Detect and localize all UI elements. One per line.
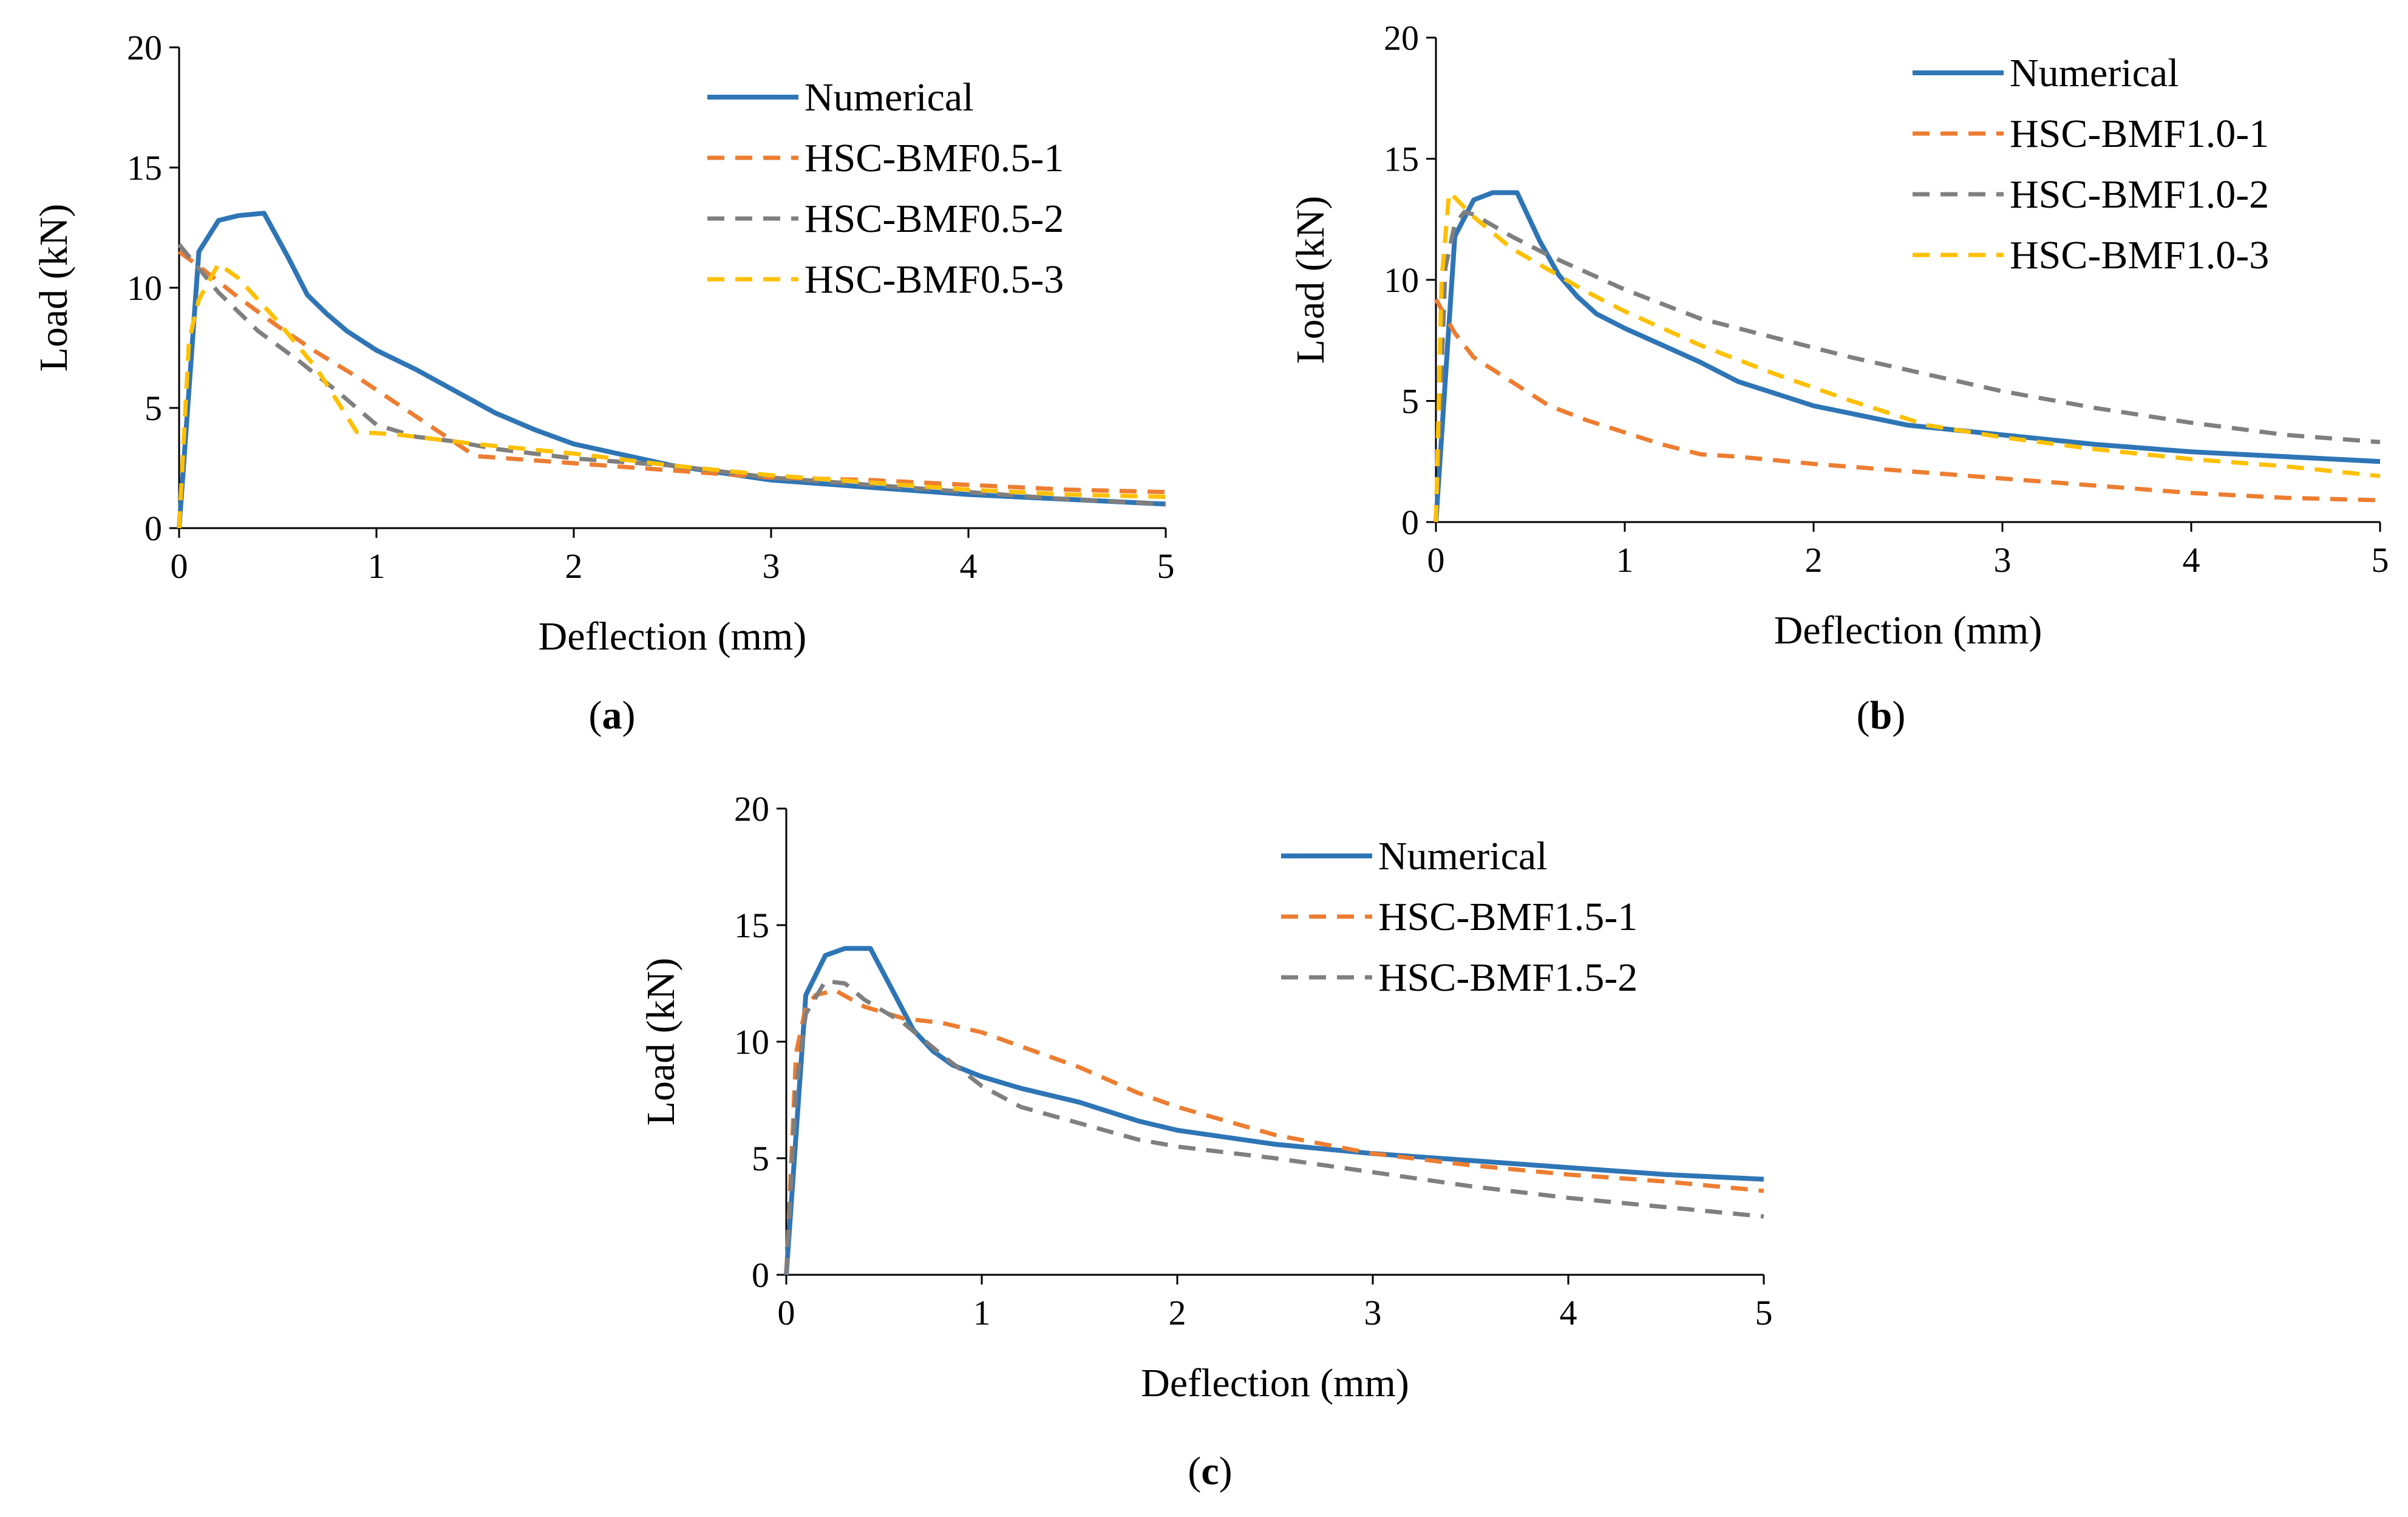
y-tick-label: 15	[127, 148, 162, 188]
legend-label: HSC-BMF0.5-2	[804, 197, 1064, 241]
series-line-numerical	[784, 946, 1764, 1275]
y-tick-label: 0	[752, 1255, 769, 1295]
legend-label: HSC-BMF1.5-2	[1378, 955, 1638, 1000]
panel-caption: (a)	[589, 693, 636, 738]
series-line-hsc-bmf1-0-3	[1434, 190, 2381, 523]
y-tick-label: 15	[1384, 140, 1419, 179]
x-tick-label: 5	[2372, 540, 2389, 580]
series-line-numerical	[177, 211, 1166, 529]
legend-label: HSC-BMF1.0-3	[2010, 233, 2269, 277]
series-line-numerical	[1434, 190, 2381, 523]
y-tick-label: 20	[734, 789, 769, 829]
chart-panel-c: 0 5 10 15 20 0 1 2 3 4 5 Deflection (mm) Load (kN) Nu…	[639, 789, 1773, 1493]
y-axis-title: Load (kN)	[639, 958, 683, 1126]
series-line-hsc-bmf0-5-3	[177, 261, 1166, 529]
legend-label: HSC-BMF1.0-2	[2010, 172, 2269, 217]
legend-label: HSC-BMF1.5-1	[1378, 895, 1638, 939]
x-tick-label: 3	[1994, 540, 2012, 580]
x-tick-label: 4	[1560, 1293, 1577, 1332]
y-axis-title: Load (kN)	[1288, 196, 1333, 364]
panel-caption: (c)	[1188, 1449, 1232, 1493]
legend-label: HSC-BMF1.0-1	[2010, 112, 2269, 156]
y-tick-label: 20	[1384, 18, 1419, 58]
x-tick-label: 3	[763, 546, 780, 586]
x-tick-label: 2	[565, 546, 583, 586]
x-tick-label: 1	[368, 546, 386, 586]
series-line-hsc-bmf0-5-2	[177, 243, 1166, 506]
x-axis-title: Deflection (mm)	[1141, 1361, 1409, 1405]
y-tick-label: 0	[145, 509, 162, 548]
y-tick-label: 5	[752, 1139, 769, 1178]
y-tick-label: 5	[145, 389, 162, 428]
y-tick-label: 10	[734, 1022, 769, 1062]
x-tick-label: 1	[1616, 540, 1634, 580]
x-tick-label: 1	[973, 1293, 991, 1332]
legend-label: HSC-BMF0.5-3	[804, 257, 1064, 302]
y-tick-label: 5	[1401, 382, 1419, 421]
x-tick-label: 3	[1364, 1293, 1382, 1332]
legend-label: Numerical	[804, 75, 974, 120]
series-line-hsc-bmf1-0-2	[1434, 209, 2381, 523]
legend-label: Numerical	[1378, 834, 1548, 878]
x-axis-title: Deflection (mm)	[539, 614, 807, 659]
y-axis-title: Load (kN)	[32, 204, 76, 372]
legend-label: Numerical	[2010, 51, 2179, 95]
x-axis-title: Deflection (mm)	[1774, 608, 2042, 653]
y-tick-label: 10	[127, 268, 162, 308]
x-tick-label: 0	[778, 1293, 795, 1332]
x-tick-label: 2	[1169, 1293, 1186, 1332]
y-tick-label: 10	[1384, 260, 1419, 300]
x-tick-label: 5	[1755, 1293, 1773, 1332]
y-tick-label: 20	[127, 28, 162, 67]
chart-panel-a: 0 5 10 15 20 0 1 2 3 4 5 Deflection (mm) Load (kN) Nu…	[32, 28, 1175, 738]
x-tick-label: 4	[960, 546, 978, 586]
y-tick-label: 15	[734, 906, 769, 945]
chart-panel-b: 0 5 10 15 20 0 1 2 3 4 5 Deflection (mm) Load (kN) Nu…	[1288, 18, 2389, 738]
y-tick-label: 0	[1401, 503, 1419, 542]
series-line-hsc-bmf1-5-1	[784, 988, 1764, 1275]
x-tick-label: 0	[1427, 540, 1445, 580]
panel-caption: (b)	[1857, 693, 1906, 738]
x-tick-label: 0	[171, 546, 188, 586]
x-tick-label: 2	[1805, 540, 1823, 580]
x-tick-label: 5	[1157, 546, 1175, 586]
x-tick-label: 4	[2183, 540, 2200, 580]
legend-label: HSC-BMF0.5-1	[804, 136, 1064, 180]
series-line-hsc-bmf1-5-2	[784, 979, 1764, 1275]
series-line-hsc-bmf1-0-1	[1434, 298, 2381, 503]
